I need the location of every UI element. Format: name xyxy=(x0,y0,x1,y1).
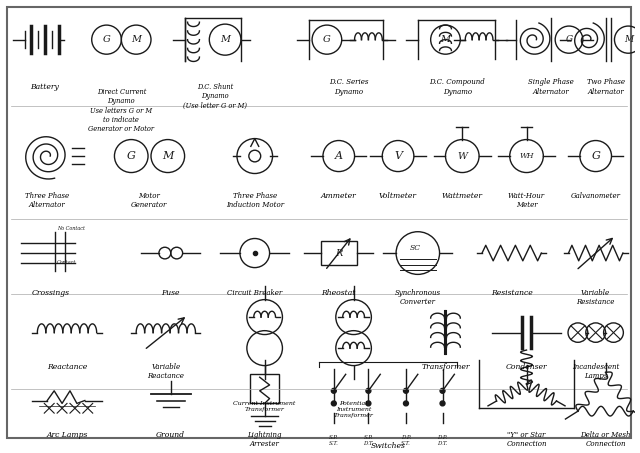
Text: Variable
Reactance: Variable Reactance xyxy=(147,363,184,380)
Text: "Y" or Star
Connection: "Y" or Star Connection xyxy=(506,431,547,448)
Text: D.P.
S.T.: D.P. S.T. xyxy=(401,435,411,446)
Text: W: W xyxy=(458,152,467,160)
Text: S.P.
S.T.: S.P. S.T. xyxy=(329,435,339,446)
Bar xyxy=(250,374,280,404)
Text: G: G xyxy=(565,35,573,44)
Text: Galvanometer: Galvanometer xyxy=(571,192,621,200)
Text: D.P.
D.T.: D.P. D.T. xyxy=(437,435,448,446)
Text: Variable
Resistance: Variable Resistance xyxy=(577,289,615,306)
Text: SC: SC xyxy=(410,244,421,252)
Text: Battery: Battery xyxy=(30,83,59,92)
Text: Crossings: Crossings xyxy=(31,289,69,297)
Text: Three Phase
Alternator: Three Phase Alternator xyxy=(25,192,69,209)
Circle shape xyxy=(366,388,371,393)
Text: Potential
Instrument
Transformer: Potential Instrument Transformer xyxy=(333,401,374,418)
Text: Ammeter: Ammeter xyxy=(321,192,356,200)
Text: No Contact: No Contact xyxy=(57,226,85,231)
Circle shape xyxy=(366,401,371,406)
Circle shape xyxy=(440,388,445,393)
Bar xyxy=(321,241,356,265)
Text: A: A xyxy=(335,151,343,161)
Text: Incandescent
Lamps: Incandescent Lamps xyxy=(572,363,620,380)
Text: M: M xyxy=(440,35,451,44)
Text: WH: WH xyxy=(519,152,534,160)
Circle shape xyxy=(403,388,408,393)
Text: Switches: Switches xyxy=(371,442,406,450)
Text: M: M xyxy=(623,35,633,44)
Text: Ground: Ground xyxy=(156,431,185,439)
Text: Two Phase
Alternator: Two Phase Alternator xyxy=(587,78,625,96)
Text: Fuse: Fuse xyxy=(161,289,180,297)
Text: Watt-Hour
Meter: Watt-Hour Meter xyxy=(508,192,545,209)
Text: Contact: Contact xyxy=(57,260,77,265)
Text: Voltmeter: Voltmeter xyxy=(379,192,417,200)
Text: S.P.
D.T.: S.P. D.T. xyxy=(363,435,374,446)
Text: Synchronous
Converter: Synchronous Converter xyxy=(395,289,441,306)
Text: Motor
Generator: Motor Generator xyxy=(131,192,167,209)
Text: Arc Lamps: Arc Lamps xyxy=(46,431,88,439)
Text: Wattmeter: Wattmeter xyxy=(442,192,483,200)
Circle shape xyxy=(403,401,408,406)
Circle shape xyxy=(332,388,336,393)
Text: G: G xyxy=(591,151,600,161)
Text: D.C. Series
Dynamo: D.C. Series Dynamo xyxy=(329,78,369,96)
Text: Direct Current
Dynamo
Use letters G or M
to indicate
Generator or Motor: Direct Current Dynamo Use letters G or M… xyxy=(88,88,154,133)
Text: Single Phase
Alternator: Single Phase Alternator xyxy=(529,78,574,96)
Text: R: R xyxy=(335,249,342,258)
Circle shape xyxy=(440,401,445,406)
Text: G: G xyxy=(102,35,111,44)
Text: Condenser: Condenser xyxy=(506,363,547,371)
Text: G: G xyxy=(127,151,136,161)
Text: D.C. Compound
Dynamo: D.C. Compound Dynamo xyxy=(429,78,485,96)
Text: D.C. Shunt
Dynamo
(Use letter G or M): D.C. Shunt Dynamo (Use letter G or M) xyxy=(183,83,247,110)
Text: M: M xyxy=(220,35,230,44)
Text: Rheostat: Rheostat xyxy=(321,289,356,297)
Text: Delta or Mesh
Connection: Delta or Mesh Connection xyxy=(580,431,631,448)
Text: Lightning
Arrester: Lightning Arrester xyxy=(248,431,282,448)
Text: Three Phase
Induction Motor: Three Phase Induction Motor xyxy=(226,192,284,209)
Text: Transformer: Transformer xyxy=(421,363,470,371)
Text: Current Instrument
Transformer: Current Instrument Transformer xyxy=(234,401,296,412)
Circle shape xyxy=(332,401,336,406)
Text: Circuit Breaker: Circuit Breaker xyxy=(227,289,282,297)
Text: V: V xyxy=(394,151,402,161)
Text: M: M xyxy=(162,151,173,161)
Text: M: M xyxy=(131,35,141,44)
Text: G: G xyxy=(323,35,331,44)
Text: Resistance: Resistance xyxy=(491,289,532,297)
Text: Reactance: Reactance xyxy=(47,363,87,371)
